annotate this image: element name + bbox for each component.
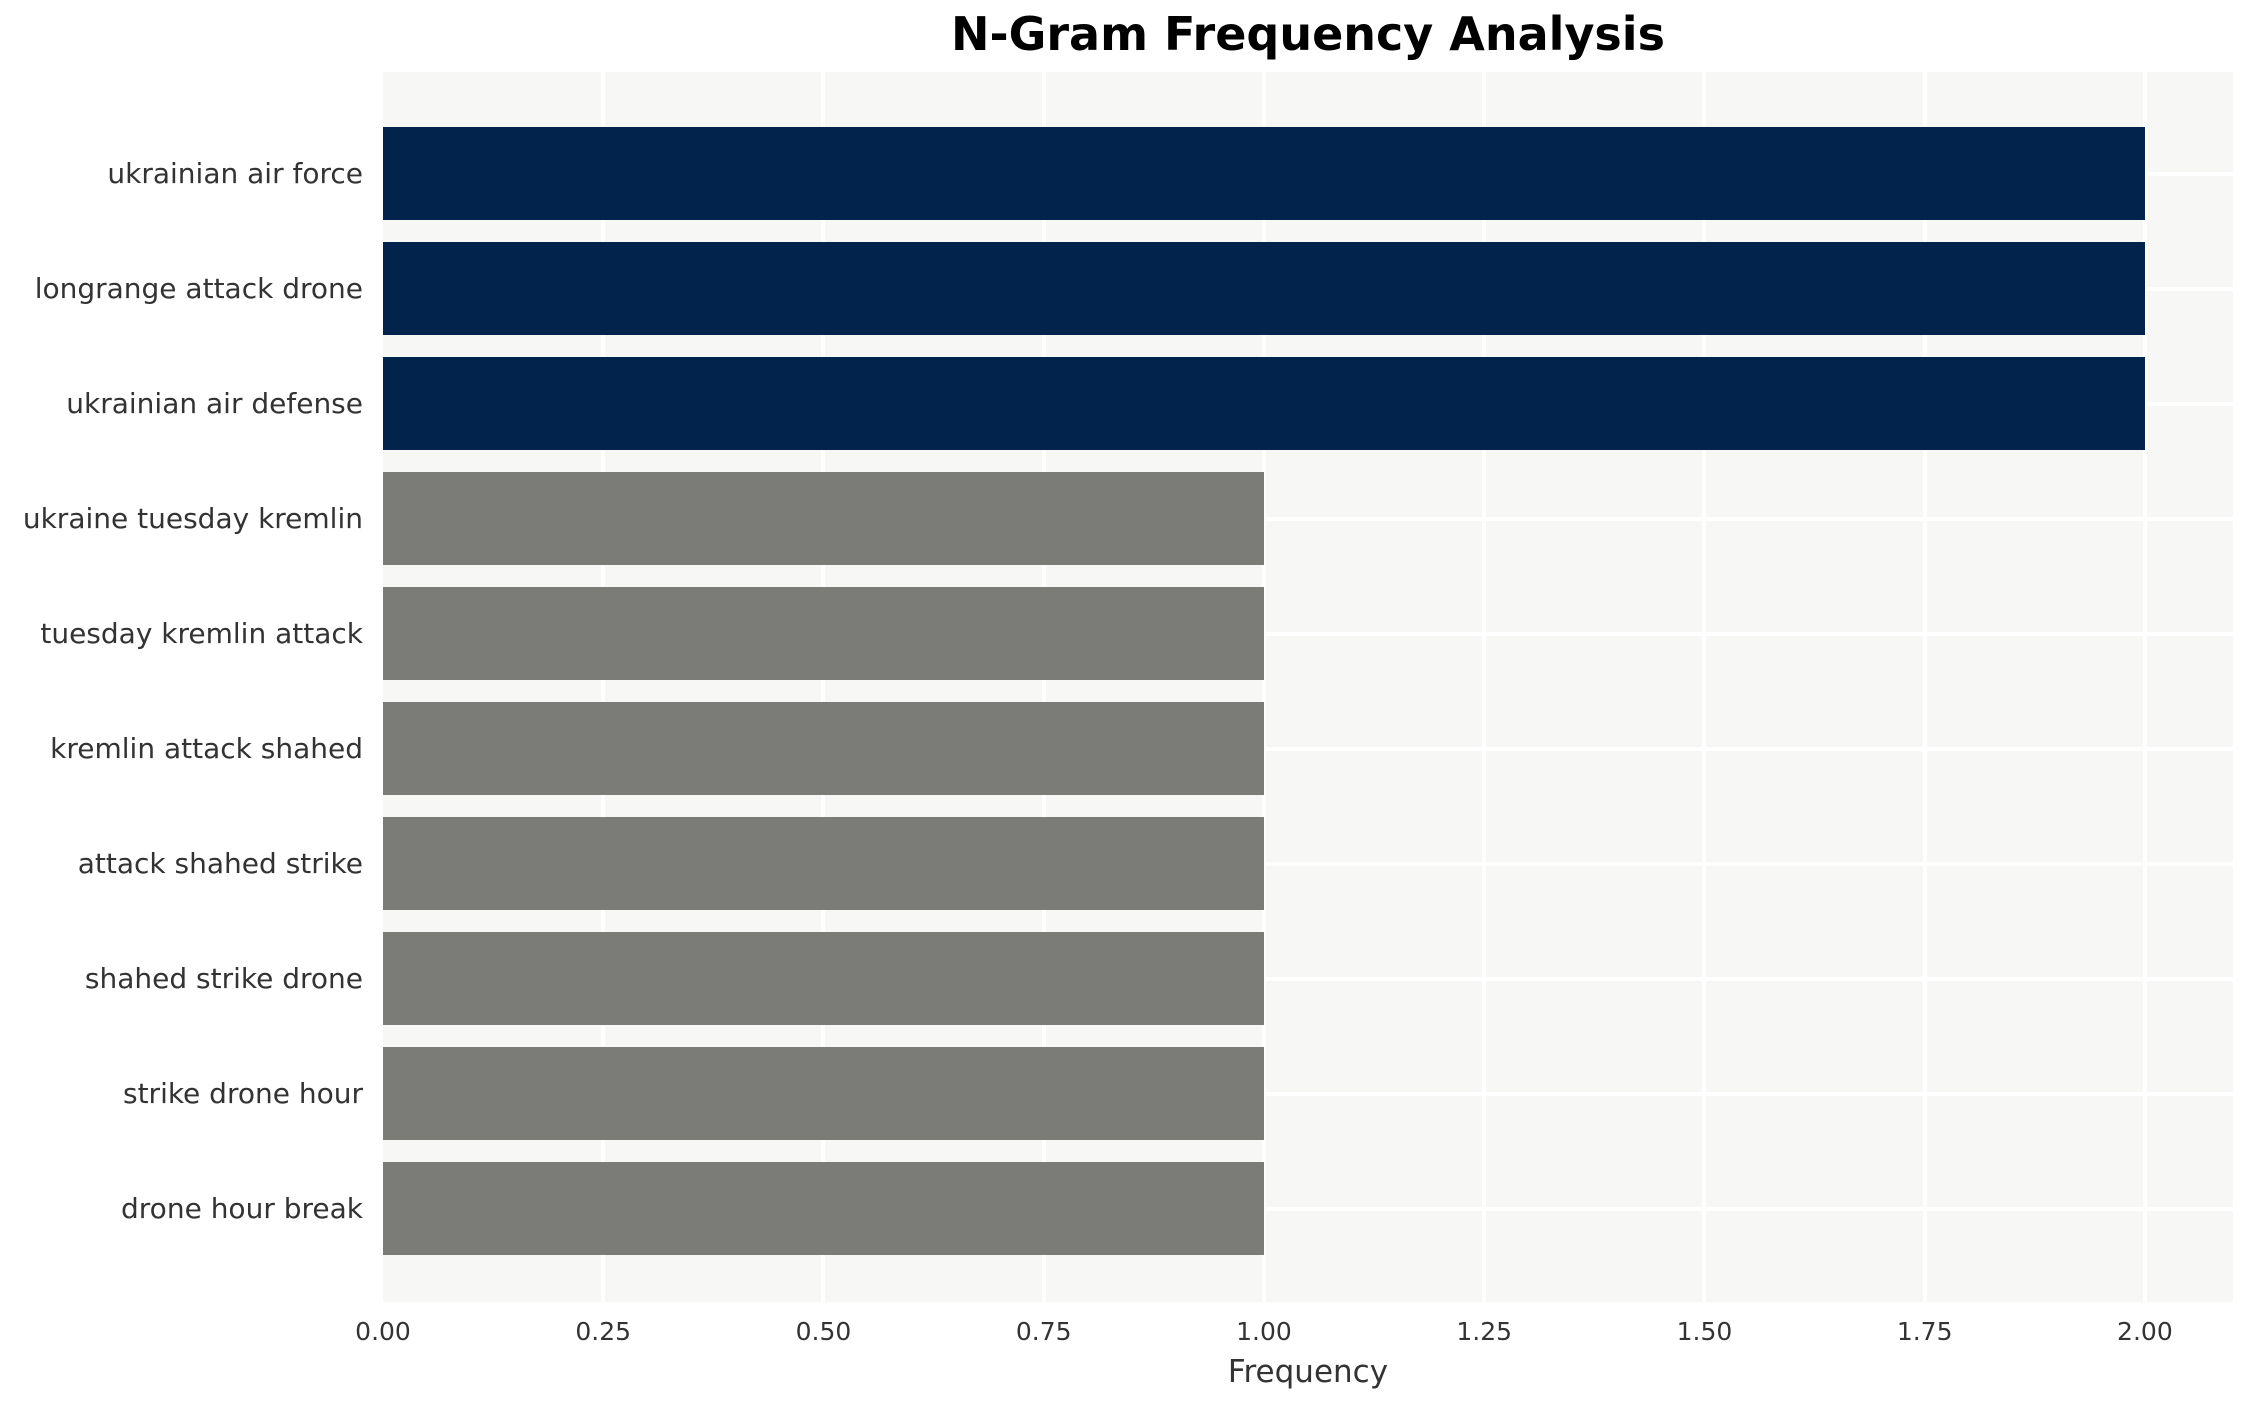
bar-ukrainian-air-force xyxy=(383,127,2145,220)
bar-shahed-strike-drone xyxy=(383,932,1264,1025)
chart-title: N-Gram Frequency Analysis xyxy=(951,7,1665,61)
horizontal-gridline xyxy=(383,746,2233,751)
y-tick-label: longrange attack drone xyxy=(34,271,363,305)
horizontal-gridline xyxy=(383,631,2233,636)
bar-attack-shahed-strike xyxy=(383,817,1264,910)
y-tick-label: attack shahed strike xyxy=(77,846,363,880)
bar-tuesday-kremlin-attack xyxy=(383,587,1264,680)
bar-strike-drone-hour xyxy=(383,1047,1264,1140)
vertical-gridline xyxy=(1041,72,1046,1302)
horizontal-gridline xyxy=(383,861,2233,866)
x-tick-label: 1.00 xyxy=(1236,1317,1292,1346)
vertical-gridline xyxy=(1922,72,1927,1302)
y-tick-label: ukrainian air defense xyxy=(66,386,363,420)
horizontal-gridline xyxy=(383,516,2233,521)
plot-area xyxy=(383,72,2233,1302)
x-axis-label: Frequency xyxy=(1227,1354,1389,1390)
bar-ukraine-tuesday-kremlin xyxy=(383,472,1264,565)
y-tick-label: ukraine tuesday kremlin xyxy=(22,501,363,535)
x-tick-label: 1.50 xyxy=(1676,1317,1733,1346)
y-tick-label: ukrainian air force xyxy=(107,156,363,190)
y-tick-label: strike drone hour xyxy=(122,1076,363,1110)
vertical-gridline xyxy=(601,72,606,1302)
vertical-gridline xyxy=(1702,72,1707,1302)
bar-drone-hour-break xyxy=(383,1162,1264,1255)
vertical-gridline xyxy=(2142,72,2147,1302)
horizontal-gridline xyxy=(383,976,2233,981)
y-tick-label: tuesday kremlin attack xyxy=(40,616,363,650)
horizontal-gridline xyxy=(383,1206,2233,1211)
x-tick-label: 0.75 xyxy=(1015,1317,1072,1346)
bar-ukrainian-air-defense xyxy=(383,357,2145,450)
y-tick-label: drone hour break xyxy=(121,1191,363,1225)
x-tick-label: 1.25 xyxy=(1456,1317,1513,1346)
x-tick-label: 0.00 xyxy=(355,1317,411,1346)
y-tick-label: kremlin attack shahed xyxy=(50,731,363,765)
horizontal-gridline xyxy=(383,1091,2233,1096)
x-tick-label: 0.25 xyxy=(575,1317,632,1346)
x-tick-label: 2.00 xyxy=(2117,1317,2173,1346)
bar-kremlin-attack-shahed xyxy=(383,702,1264,795)
y-tick-label: shahed strike drone xyxy=(84,961,363,995)
x-tick-label: 1.75 xyxy=(1896,1317,1953,1346)
bar-longrange-attack-drone xyxy=(383,242,2145,335)
vertical-gridline xyxy=(821,72,826,1302)
vertical-gridline xyxy=(1261,72,1266,1302)
vertical-gridline xyxy=(1482,72,1487,1302)
x-tick-label: 0.50 xyxy=(795,1317,852,1346)
